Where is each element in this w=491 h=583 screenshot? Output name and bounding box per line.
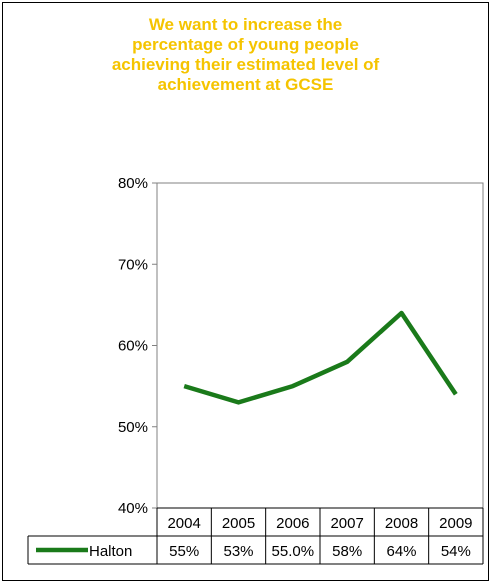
data-table: 2004 2005 2006 2007 2008 2009 55% 53% 55.0% 58% 64… bbox=[27, 507, 484, 565]
x-category-label: 2007 bbox=[330, 515, 363, 532]
chart-title-line-2: percentage of young people bbox=[132, 35, 359, 54]
series-line-halton bbox=[183, 310, 458, 405]
data-value-label: 64% bbox=[386, 543, 416, 560]
x-category-label: 2005 bbox=[222, 515, 255, 532]
legend-series-name: Halton bbox=[89, 543, 132, 560]
y-tick-label: 50% bbox=[118, 419, 148, 436]
chart-title: We want to increase the percentage of yo… bbox=[3, 15, 488, 95]
series-layer bbox=[183, 310, 458, 405]
x-category-label: 2009 bbox=[439, 515, 472, 532]
y-tick-label: 80% bbox=[118, 175, 148, 192]
plot-area bbox=[156, 182, 484, 509]
data-value-label: 55% bbox=[169, 543, 199, 560]
chart-title-line-4: achievement at GCSE bbox=[157, 75, 334, 94]
chart-title-line-3: achieving their estimated level of bbox=[111, 55, 380, 74]
x-category-label: 2004 bbox=[167, 515, 200, 532]
x-category-label: 2006 bbox=[276, 515, 309, 532]
y-tick-label: 60% bbox=[118, 338, 148, 355]
y-tick-label: 70% bbox=[118, 256, 148, 273]
data-value-label: 58% bbox=[332, 543, 362, 560]
x-category-label: 2008 bbox=[385, 515, 418, 532]
data-value-label: 53% bbox=[223, 543, 253, 560]
y-tick-label: 40% bbox=[118, 500, 148, 517]
y-axis: 40% 50% 60% 70% 80% bbox=[118, 175, 157, 517]
data-value-label: 54% bbox=[441, 543, 471, 560]
data-value-label: 55.0% bbox=[272, 543, 315, 560]
chart-title-line-1: We want to increase the bbox=[148, 15, 343, 34]
